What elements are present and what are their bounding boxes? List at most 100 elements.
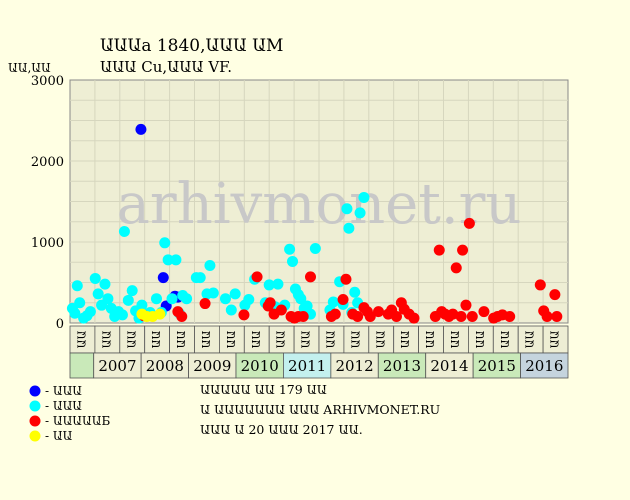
half-year-cell: [218, 325, 245, 354]
data-point: [74, 297, 86, 309]
data-point: [549, 289, 561, 301]
half-year-label: ԱԱ: [499, 331, 512, 349]
year-label: 2016: [525, 357, 563, 375]
year-cell: [472, 352, 521, 379]
data-point: [329, 308, 341, 320]
data-point: [364, 311, 376, 323]
data-point: [69, 307, 81, 319]
half-year-cell: [542, 325, 569, 354]
half-year-label: ԱԱ: [399, 331, 412, 349]
data-point: [352, 311, 364, 323]
half-year-label: ԱԱ: [125, 331, 138, 349]
year-cell: [377, 352, 427, 379]
data-point: [343, 222, 355, 234]
y-tick-label: 3000: [31, 74, 64, 89]
half-year-label: ԱԱ: [449, 331, 462, 349]
data-point: [327, 296, 339, 308]
x-axis-labels: ԱԱ ԱԱ ԱԱ ԱԱ ԱԱ ԱԱ ԱԱ ԱԱ ԱԱ ԱԱ ԱԱ ԱԱ ԱԱ ԱԱ ԱԱ ԱԱ ԱԱ ԱԱ ԱԱ ԱԱ…: [69, 325, 569, 379]
data-point: [126, 285, 138, 297]
data-point: [408, 312, 420, 324]
legend: - ԱԱԱ- ԱԱԱ- ԱԱԱԱԱБ- ԱԱ: [29, 384, 110, 443]
y-tick-label: 2000: [31, 155, 64, 170]
half-year-label: ԱԱ: [225, 331, 238, 349]
data-point: [390, 311, 402, 323]
data-point: [102, 293, 114, 305]
data-point: [225, 304, 237, 316]
data-point: [447, 308, 459, 320]
data-point: [159, 237, 171, 249]
data-point: [551, 311, 563, 323]
year-label: 2007: [98, 357, 136, 375]
half-year-label: ԱԱ: [275, 331, 288, 349]
note-line: ԱԱԱ Ա 20 ԱԱԱ 2017 ԱԱ.: [200, 422, 363, 437]
data-point: [284, 243, 296, 255]
data-point: [207, 287, 219, 299]
year-cell: [188, 352, 237, 379]
data-point: [463, 217, 475, 229]
y-tick-label: 1000: [31, 236, 64, 251]
half-year-label: ԱԱ: [524, 331, 537, 349]
half-year-label: ԱԱ: [250, 331, 263, 349]
year-label: 2012: [335, 357, 373, 375]
year-label: 2010: [241, 357, 279, 375]
half-year-label: ԱԱ: [474, 331, 487, 349]
data-point: [150, 293, 162, 305]
legend-marker: [29, 415, 41, 427]
half-year-cell: [293, 325, 320, 354]
data-point: [340, 273, 352, 285]
data-point: [116, 309, 128, 321]
year-label: 2011: [288, 357, 326, 375]
data-point: [309, 242, 321, 254]
half-year-cell: [169, 325, 195, 354]
data-point: [263, 279, 275, 291]
data-point: [433, 244, 445, 256]
chart-subtitle: ԱԱԱ Cu,ԱԱԱ VF.: [100, 58, 232, 76]
half-year-label: ԱԱ: [75, 331, 88, 349]
data-point: [337, 294, 349, 306]
data-point: [135, 123, 147, 135]
data-point: [176, 311, 188, 323]
year-label: 2008: [146, 357, 184, 375]
data-point: [243, 294, 255, 306]
data-point: [84, 306, 96, 318]
data-point: [297, 311, 309, 323]
data-point: [199, 298, 211, 310]
legend-label: - ԱԱԱԱԱБ: [45, 414, 110, 428]
year-label: 2014: [430, 357, 468, 375]
data-point: [264, 297, 276, 309]
notes-block: ԱԱԱԱԱ ԱԱ 179 ԱԱ Ա ԱԱԱԱԱԱԱ ԱԱԱ ARHIVMONET.…: [200, 382, 440, 437]
watermark-text: arhivmonet.ru: [117, 172, 522, 237]
data-point: [229, 288, 241, 300]
half-year-label: ԱԱ: [175, 331, 188, 349]
half-year-cell: [69, 325, 96, 354]
data-point: [287, 255, 299, 267]
chart-title: ԱԱԱa 1840,ԱԱԱ ԱM: [100, 36, 283, 56]
data-point: [295, 293, 307, 305]
data-point: [272, 278, 284, 290]
data-point: [71, 280, 83, 292]
data-point: [304, 271, 316, 283]
y-axis-unit-label: ԱԱ,ԱԱ: [8, 61, 51, 75]
y-axis-ticks: 0 1000 2000 3000: [31, 74, 64, 332]
half-year-label: ԱԱ: [374, 331, 387, 349]
data-point: [275, 304, 287, 316]
year-cell: [520, 352, 569, 379]
half-year-label: ԱԱ: [100, 331, 113, 349]
note-line: Ա ԱԱԱԱԱԱԱ ԱԱԱ ARHIVMONET.RU: [200, 402, 440, 417]
half-year-cell: [393, 325, 420, 354]
half-year-label: ԱԱ: [424, 331, 437, 349]
data-point: [166, 293, 178, 305]
data-point: [92, 288, 104, 300]
year-cell: [93, 352, 142, 379]
data-point: [504, 311, 516, 323]
legend-marker: [29, 385, 41, 397]
half-year-label: ԱԱ: [349, 331, 362, 349]
data-point: [466, 311, 478, 323]
data-point: [157, 272, 169, 284]
data-point: [162, 254, 174, 266]
half-year-cell: [194, 325, 220, 354]
year-label: 2015: [478, 357, 516, 375]
data-point: [478, 306, 490, 318]
data-point: [341, 203, 353, 215]
